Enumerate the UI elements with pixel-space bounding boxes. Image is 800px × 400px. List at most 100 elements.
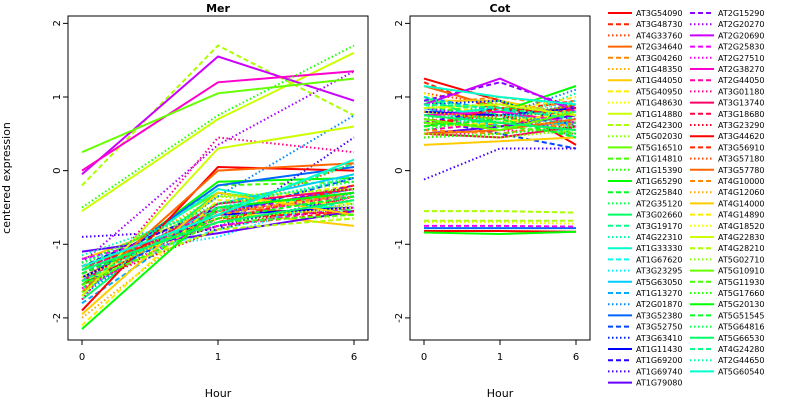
series-line-at4g14890	[81, 199, 355, 327]
y-tick-label: 2	[394, 20, 405, 26]
x-tick-label: 0	[421, 352, 427, 363]
series-line-at2g20690	[423, 77, 577, 113]
y-tick-label: 1	[394, 94, 405, 100]
legend-label: AT3G54090	[636, 9, 682, 18]
series-line-at5g17660	[81, 44, 355, 209]
legend-label: AT1G69740	[636, 367, 682, 376]
legend-label: AT3G19170	[636, 222, 682, 231]
series-line-at5g66530	[423, 114, 577, 132]
legend-label: AT1G11430	[636, 345, 682, 354]
legend-label: AT3G48730	[636, 20, 682, 29]
legend-label: AT3G01180	[718, 87, 764, 96]
legend-label: AT3G44620	[718, 132, 764, 141]
legend-label: AT5G20130	[718, 300, 764, 309]
legend-label: AT2G44050	[718, 76, 764, 85]
x-tick-label: 6	[351, 352, 357, 363]
series-line-at2g38270	[81, 70, 355, 172]
legend-label: AT4G10000	[718, 177, 764, 186]
x-axis-title-mer: Hour	[205, 387, 232, 400]
series-line-at3g63410	[423, 99, 577, 128]
ticks-cot: 0 1 6 -2 -1 0 1 2	[394, 20, 579, 363]
series-line-at4g24280	[423, 103, 577, 121]
panel-title-cot: Cot	[490, 2, 511, 15]
lines-cot	[423, 77, 577, 236]
legend-label: AT3G02660	[636, 211, 682, 220]
legend-label: AT5G02710	[718, 255, 764, 264]
legend-label: AT2G27510	[718, 54, 764, 63]
series-line-at3g57780	[81, 162, 355, 293]
y-tick-label: -1	[394, 239, 405, 249]
legend-label: AT4G14000	[718, 199, 764, 208]
legend-label: AT1G65290	[636, 177, 682, 186]
series-line-at5g02710	[81, 188, 355, 293]
legend-label: AT5G63050	[636, 278, 682, 287]
legend-label: AT2G38270	[718, 65, 764, 74]
series-line-at2g25830	[81, 206, 355, 260]
series-line-at3g48730	[81, 210, 355, 268]
x-tick-label: 6	[573, 352, 579, 363]
legend-label: AT3G57180	[718, 155, 764, 164]
x-tick-label: 1	[215, 352, 221, 363]
y-tick-label: -2	[52, 313, 63, 323]
series-line-at5g60540	[423, 85, 577, 106]
legend-label: AT5G66530	[718, 334, 764, 343]
ticks-mer: 0 1 6 -2 -1 0 1 2	[52, 20, 357, 363]
legend-label: AT2G15290	[718, 9, 764, 18]
series-line-at1g13270	[423, 96, 577, 128]
legend-label: AT3G13740	[718, 99, 764, 108]
legend-label: AT3G52380	[636, 311, 682, 320]
series-line-at5g64816	[81, 180, 355, 264]
series-line-at5g02710	[423, 129, 577, 139]
lines-mer	[81, 44, 355, 330]
legend-label: AT1G67620	[636, 255, 682, 264]
series-line-at2g44650	[423, 96, 577, 117]
legend-label: AT5G16510	[636, 143, 682, 152]
y-tick-label: 0	[394, 167, 405, 173]
series-line-at5g64816	[423, 114, 577, 132]
series-line-at5g60540	[81, 158, 355, 268]
x-tick-label: 0	[79, 352, 85, 363]
series-line-at5g17660	[423, 125, 577, 139]
legend-label: AT1G33330	[636, 244, 682, 253]
legend-label: AT4G24280	[718, 345, 764, 354]
legend-label: AT1G13270	[636, 289, 682, 298]
y-tick-label: 2	[52, 20, 63, 26]
legend-label: AT5G40950	[636, 87, 682, 96]
legend-label: AT2G44650	[718, 356, 764, 365]
legend-label: AT2G34640	[636, 43, 682, 52]
series-line-at5g51545	[81, 195, 355, 275]
legend-label: AT4G22830	[718, 233, 764, 242]
legend: AT3G54090 AT3G48730 AT4G33760 AT2G34640 AT3G…	[608, 9, 764, 388]
panel-cot: Cot Hour 0 1 6 -2 -1 0 1 2	[394, 2, 591, 400]
legend-label: AT3G57780	[718, 166, 764, 175]
legend-label: AT5G64816	[718, 323, 764, 332]
legend-label: AT1G69200	[636, 356, 682, 365]
series-line-at5g51545	[423, 118, 577, 139]
series-line-at2g20690	[81, 55, 355, 176]
legend-label: AT5G60540	[718, 367, 764, 376]
legend-label: AT1G79080	[636, 379, 682, 388]
series-line-at4g22830	[81, 125, 355, 297]
legend-label: AT4G33760	[636, 31, 682, 40]
series-line-at2g42300	[424, 210, 577, 214]
series-line-at2g44650	[81, 177, 355, 257]
legend-label: AT2G35120	[636, 199, 682, 208]
panel-mer: Mer Hour 0 1 6 -2 -1 0 1 2	[52, 2, 369, 400]
series-line-at4g14000	[423, 136, 577, 146]
legend-label: AT1G15390	[636, 166, 682, 175]
series-line-at2g15290	[423, 81, 577, 109]
y-tick-label: 1	[52, 94, 63, 100]
series-line-at5g66530	[81, 199, 355, 271]
legend-label: AT3G56910	[718, 143, 764, 152]
y-tick-label: -1	[52, 239, 63, 249]
legend-label: AT3G63410	[636, 334, 682, 343]
x-axis-title-cot: Hour	[487, 387, 514, 400]
legend-label: AT5G51545	[718, 311, 764, 320]
legend-label: AT5G17660	[718, 289, 764, 298]
series-line-at2g42300	[81, 44, 355, 187]
legend-label: AT1G44050	[636, 76, 682, 85]
legend-label: AT3G23295	[636, 267, 682, 276]
series-line-at5g20130	[423, 230, 577, 236]
legend-label: AT4G12060	[718, 188, 764, 197]
